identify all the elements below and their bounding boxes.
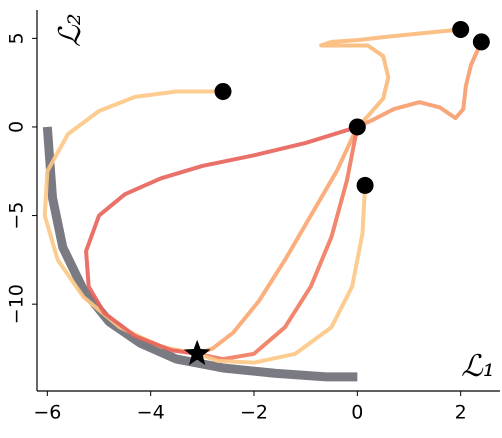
x-tick-label: −6 xyxy=(33,402,61,424)
trajectory xyxy=(196,126,360,356)
x-tick-label: 2 xyxy=(455,402,467,424)
point-marker xyxy=(472,33,490,51)
trajectory xyxy=(42,126,358,382)
x-tick-label: −4 xyxy=(137,402,165,424)
y-tick-label: −10 xyxy=(6,284,28,324)
y-axis-label: ℒ₂ xyxy=(53,13,88,47)
point-marker xyxy=(356,176,374,194)
trajectory xyxy=(196,126,360,362)
trajectory xyxy=(356,41,484,129)
x-tick-label: −2 xyxy=(240,402,268,424)
trajectory xyxy=(84,125,358,356)
trajectory xyxy=(42,89,223,356)
point-marker xyxy=(348,118,366,136)
point-marker xyxy=(452,20,470,38)
x-axis-label: ℒ₁ xyxy=(461,349,495,384)
x-tick-label: 0 xyxy=(351,402,363,424)
point-marker xyxy=(214,83,232,101)
y-tick-label: 0 xyxy=(6,121,28,133)
y-tick-label: −5 xyxy=(6,202,28,230)
y-tick-label: 5 xyxy=(6,32,28,44)
star-marker xyxy=(183,339,211,366)
trajectory xyxy=(196,185,368,365)
trajectory xyxy=(319,27,461,129)
